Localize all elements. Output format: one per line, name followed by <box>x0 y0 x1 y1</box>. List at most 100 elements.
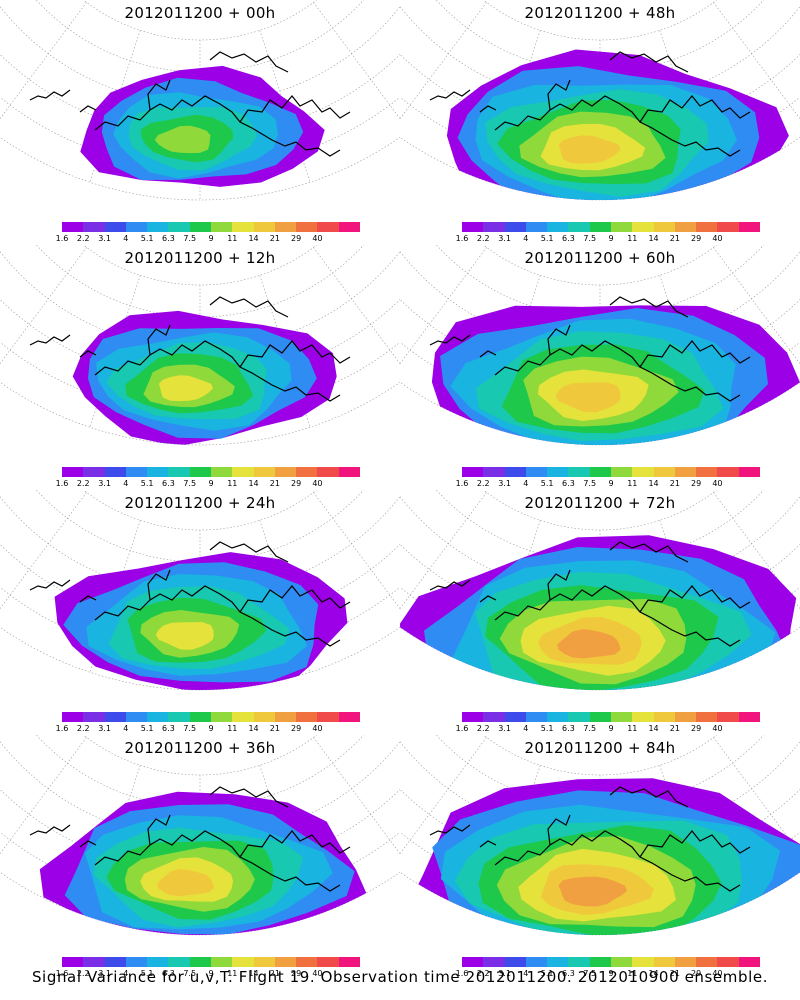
colorbar-swatch <box>317 712 339 722</box>
colorbar-tick-label: 29 <box>291 969 302 978</box>
colorbar-swatch <box>296 222 318 232</box>
coastline <box>29 786 351 892</box>
colorbar-tick-label: 40 <box>712 234 723 243</box>
colorbar-swatch <box>317 222 339 232</box>
colorbar-tick-label: 4 <box>123 234 129 243</box>
colorbar-tick-label: 3.1 <box>498 724 511 733</box>
colorbar-swatch <box>338 467 360 477</box>
colorbar-tick-label: 6.3 <box>162 724 175 733</box>
colorbar-swatch <box>253 467 275 477</box>
colorbar-tick-label: 14 <box>248 234 259 243</box>
variance-map <box>400 490 800 691</box>
colorbar-tick-label: 7.5 <box>183 724 197 733</box>
colorbar-swatch <box>189 467 211 477</box>
colorbar-swatch <box>338 957 360 967</box>
panel-title: 2012011200 + 12h <box>124 249 276 267</box>
colorbar-tick-label: 4 <box>523 234 529 243</box>
colorbar-swatch <box>168 957 190 967</box>
colorbar-swatch <box>696 712 718 722</box>
colorbar-tick-label: 9 <box>608 969 614 978</box>
variance-field <box>72 310 337 445</box>
colorbar-swatch <box>168 712 190 722</box>
colorbar-tick-label: 21 <box>669 724 680 733</box>
colorbar-swatch <box>525 467 548 477</box>
colorbar-tick-label: 21 <box>269 234 280 243</box>
colorbar-swatch <box>210 467 233 477</box>
variance-map <box>400 735 800 936</box>
panel-title: 2012011200 + 00h <box>124 4 276 22</box>
colorbar-swatch <box>547 222 569 232</box>
colorbar-tick-label: 6.3 <box>562 969 575 978</box>
colorbar-swatch <box>504 712 526 722</box>
colorbar-swatch <box>568 467 590 477</box>
colorbar-labels: 1.6 2.2 3.1 4 5.1 6.3 7.5 9 11 14 21 29 40 <box>56 724 360 734</box>
colorbar-swatch <box>125 712 148 722</box>
panel-title: 2012011200 + 48h <box>524 4 676 22</box>
colorbar-swatch <box>147 467 169 477</box>
colorbar-swatch <box>653 222 675 232</box>
colorbar-tick-label: 2.2 <box>76 234 90 243</box>
colorbar-swatch <box>317 467 339 477</box>
colorbar-tick-label: 2.2 <box>76 724 90 733</box>
colorbar-swatch <box>274 712 297 722</box>
colorbar-swatch <box>274 467 297 477</box>
colorbar-tick-label: 11 <box>627 234 638 243</box>
colorbar-tick-label: 9 <box>608 724 614 733</box>
colorbar-swatch <box>462 222 484 232</box>
colorbar-swatch <box>210 712 233 722</box>
colorbar-tick-label: 14 <box>248 969 259 978</box>
colorbar-tick-label: 11 <box>227 724 238 733</box>
colorbar-tick-label: 7.5 <box>183 234 197 243</box>
colorbar-swatch <box>696 467 718 477</box>
colorbar-swatch <box>189 957 211 967</box>
colorbar <box>462 222 760 232</box>
colorbar-swatch <box>189 712 211 722</box>
colorbar-tick-label: 11 <box>627 969 638 978</box>
colorbar-tick-label: 1.6 <box>455 479 469 488</box>
colorbar-tick-label: 9 <box>208 479 214 488</box>
colorbar-swatch <box>253 712 275 722</box>
colorbar-swatch <box>232 957 254 967</box>
colorbar-tick-label: 3.1 <box>498 234 511 243</box>
colorbar-swatch <box>462 467 484 477</box>
colorbar-swatch <box>674 222 697 232</box>
colorbar <box>62 957 360 967</box>
colorbar-swatch <box>525 957 548 967</box>
colorbar-tick-label: 21 <box>269 969 280 978</box>
colorbar-tick-label: 1.6 <box>55 724 69 733</box>
colorbar-labels: 1.6 2.2 3.1 4 5.1 6.3 7.5 9 11 14 21 29 40 <box>456 969 760 979</box>
colorbar-tick-label: 3.1 <box>98 969 111 978</box>
variance-field <box>39 791 369 935</box>
map-panel: 2012011200 + 24h 1.6 2.2 3.1 4 5.1 6.3 7.5 9 11 14… <box>0 490 400 735</box>
colorbar-tick-label: 2.2 <box>476 724 490 733</box>
colorbar-swatch <box>232 467 254 477</box>
colorbar-swatch <box>104 222 126 232</box>
colorbar-swatch <box>589 222 611 232</box>
colorbar-tick-label: 9 <box>608 479 614 488</box>
colorbar-swatch <box>632 467 654 477</box>
colorbar-swatch <box>83 222 105 232</box>
colorbar-tick-label: 9 <box>608 234 614 243</box>
colorbar-tick-label: 1.6 <box>455 724 469 733</box>
colorbar-swatch <box>147 222 169 232</box>
colorbar <box>462 957 760 967</box>
colorbar-tick-label: 21 <box>669 234 680 243</box>
colorbar-tick-label: 29 <box>291 234 302 243</box>
colorbar-swatch <box>104 467 126 477</box>
colorbar-swatch <box>525 712 548 722</box>
colorbar-tick-label: 4 <box>523 479 529 488</box>
colorbar-tick-label: 29 <box>691 479 702 488</box>
colorbar-tick-label: 1.6 <box>55 479 69 488</box>
colorbar-swatch <box>317 957 339 967</box>
colorbar-tick-label: 6.3 <box>562 234 575 243</box>
colorbar-tick-label: 7.5 <box>583 234 597 243</box>
map-panel: 2012011200 + 36h 1.6 2.2 3.1 4 5.1 6.3 7.5 9 11 14… <box>0 735 400 980</box>
colorbar-swatch <box>674 712 697 722</box>
colorbar-tick-label: 14 <box>648 724 659 733</box>
colorbar-swatch <box>504 222 526 232</box>
colorbar-swatch <box>568 712 590 722</box>
colorbar-tick-label: 11 <box>227 969 238 978</box>
colorbar-tick-label: 5.1 <box>540 969 554 978</box>
colorbar-tick-label: 29 <box>691 234 702 243</box>
colorbar-swatch <box>653 957 675 967</box>
